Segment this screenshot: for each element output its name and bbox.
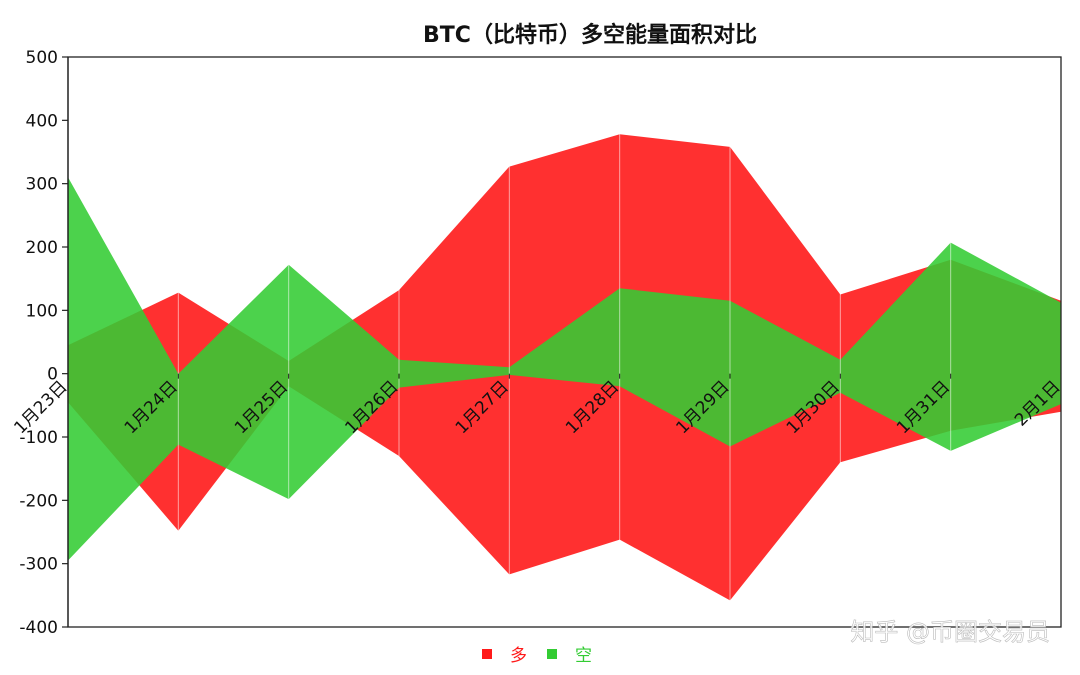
legend-swatch-1[interactable]: [547, 649, 557, 659]
category-lines: [177, 57, 952, 627]
legend-label-1[interactable]: 空: [575, 646, 592, 666]
y-axis: -400 -300 -200 -100 0 100 200 300 400 500: [19, 48, 69, 638]
area-layer: [68, 134, 1061, 601]
watermark: 知乎 @币圈交易员: [850, 618, 1050, 646]
legend[interactable]: 多空: [482, 646, 592, 666]
y-tick-label: -200: [19, 491, 58, 511]
legend-label-0[interactable]: 多: [510, 646, 527, 666]
y-tick-label: 100: [26, 301, 58, 321]
y-tick-label: 0: [47, 365, 58, 385]
legend-swatch-0[interactable]: [482, 649, 492, 659]
y-tick-label: -400: [19, 618, 58, 638]
y-tick-label: 300: [26, 175, 58, 195]
y-tick-label: 500: [26, 48, 58, 68]
series-area-1: [68, 177, 1061, 561]
y-tick-label: 200: [26, 238, 58, 258]
chart-title: BTC（比特币）多空能量面积对比: [423, 22, 757, 48]
y-tick-label: -100: [19, 428, 58, 448]
y-tick-label: 400: [26, 111, 58, 131]
y-tick-label: -300: [19, 555, 58, 575]
